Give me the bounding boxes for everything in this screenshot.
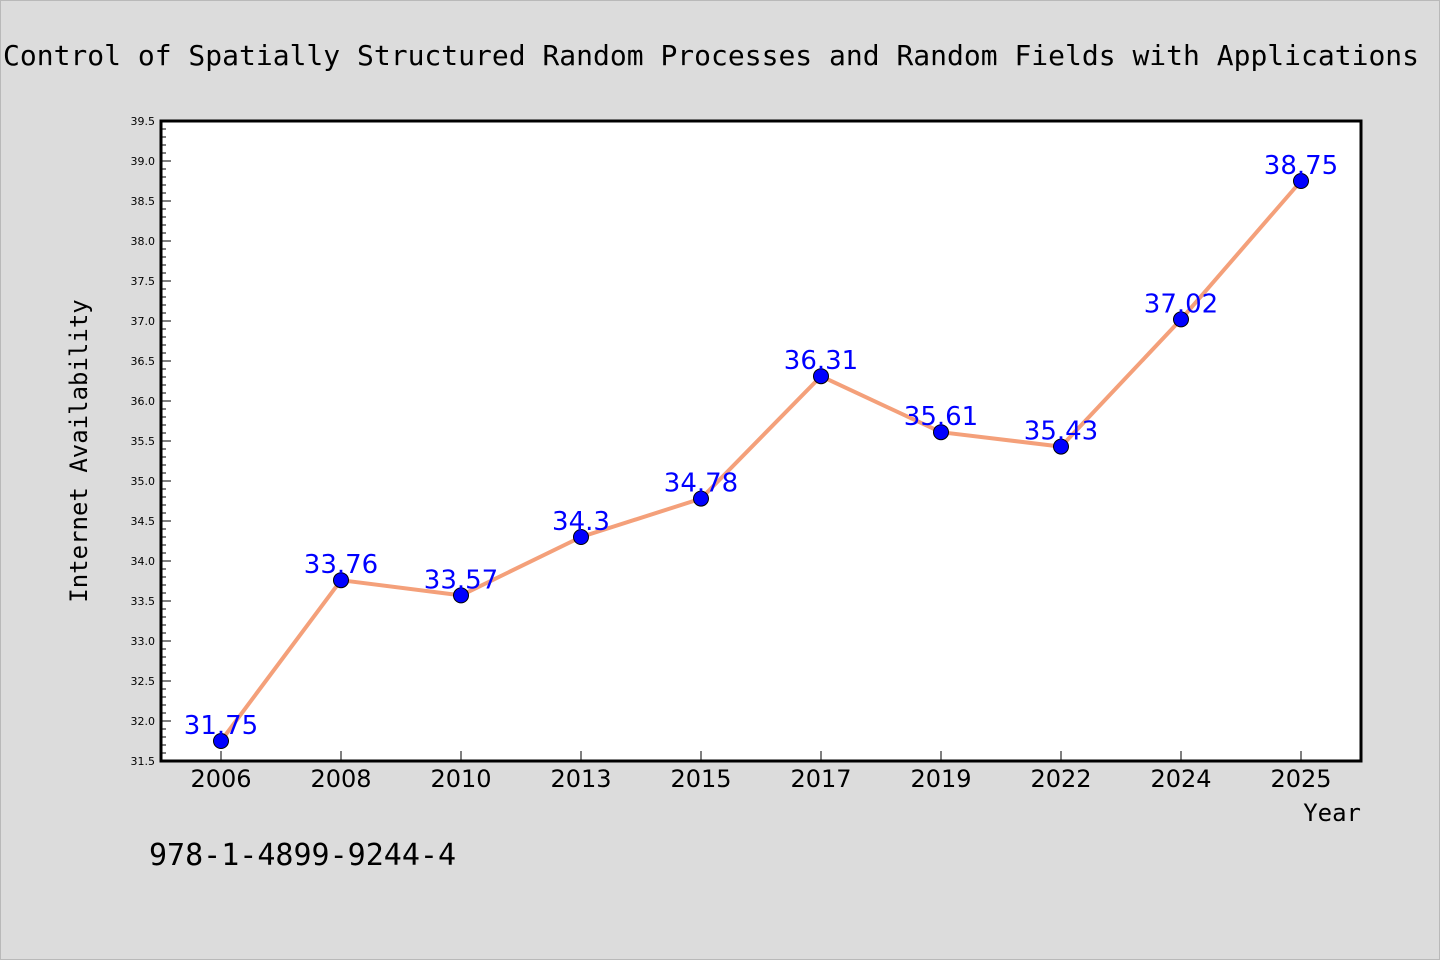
y-tick-label: 35.0 [131, 475, 156, 488]
y-tick-label: 34.0 [131, 555, 156, 568]
y-tick-label: 31.5 [131, 755, 156, 768]
x-tick-label: 2010 [430, 765, 491, 793]
data-point [1053, 438, 1069, 455]
data-point [693, 490, 709, 507]
y-tick-label: 38.0 [131, 235, 156, 248]
y-tick-label: 33.5 [131, 595, 156, 608]
y-tick-label: 36.0 [131, 395, 156, 408]
data-point [333, 572, 349, 589]
y-tick-label: 39.0 [131, 155, 156, 168]
data-label: 37.02 [1144, 289, 1218, 319]
data-point [213, 733, 229, 749]
data-point [1293, 173, 1309, 189]
data-label: 33.76 [304, 550, 378, 580]
data-point [813, 368, 829, 385]
x-tick-label: 2015 [670, 765, 731, 793]
y-tick-label: 38.5 [131, 195, 156, 208]
x-tick-label: 2022 [1030, 765, 1091, 793]
data-point [933, 424, 949, 441]
x-axis-title: Year [1303, 799, 1361, 827]
data-label: 34.3 [552, 507, 610, 537]
x-tick-label: 2017 [790, 765, 851, 793]
x-tick-label: 2024 [1150, 765, 1211, 793]
y-axis-title: Internet Availability [65, 299, 93, 602]
data-label: 35.61 [904, 402, 978, 432]
y-tick-label: 37.5 [131, 275, 156, 288]
footer-note: 978-1-4899-9244-4 [149, 838, 456, 873]
data-point [1173, 311, 1189, 328]
x-tick-label: 2008 [310, 765, 371, 793]
data-labels-group: 31.75 33.76 33.57 34.3 34.78 36.31 35.61 35.43 3… [184, 151, 1338, 741]
y-tick-label: 37.0 [131, 315, 156, 328]
y-axis: 31.5 32.0 32.5 33.0 33.5 34.0 34.5 35.0 35.5 36.0… [131, 115, 171, 768]
x-axis: 2006 2008 2010 2013 2015 2017 2019 2022 2024 2025 [190, 751, 1332, 793]
series-group [213, 173, 1309, 749]
data-label: 33.57 [424, 565, 498, 595]
x-tick-label: 2006 [190, 765, 251, 793]
data-label: 36.31 [784, 346, 858, 376]
data-point [573, 529, 589, 545]
x-tick-label: 2025 [1270, 765, 1331, 793]
y-tick-label: 39.5 [131, 115, 156, 128]
y-tick-label: 34.5 [131, 515, 156, 528]
series-line [219, 179, 1303, 743]
y-tick-label: 36.5 [131, 355, 156, 368]
data-label: 34.78 [664, 469, 738, 499]
data-label: 31.75 [184, 711, 258, 741]
data-point [453, 587, 469, 604]
y-tick-label: 32.5 [131, 675, 156, 688]
x-tick-label: 2019 [910, 765, 971, 793]
y-tick-label: 35.5 [131, 435, 156, 448]
chart-title: Control of Spatially Structured Random P… [3, 39, 1419, 72]
data-label: 35.43 [1024, 417, 1098, 447]
x-tick-label: 2013 [550, 765, 611, 793]
y-tick-label: 32.0 [131, 715, 156, 728]
data-label: 38.75 [1264, 151, 1338, 181]
y-tick-label: 33.0 [131, 635, 156, 648]
plot-area [159, 119, 1363, 763]
